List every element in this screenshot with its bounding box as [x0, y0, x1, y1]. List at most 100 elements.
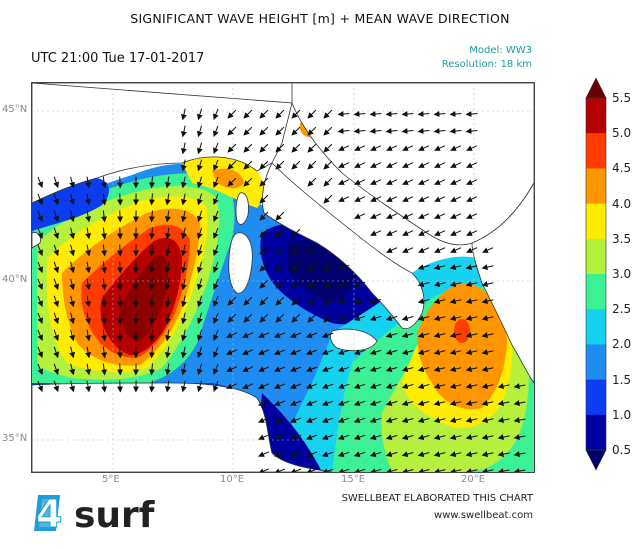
direction-arrow	[466, 179, 478, 185]
direction-arrow	[227, 109, 237, 119]
direction-arrow	[466, 213, 478, 219]
direction-arrow	[305, 366, 318, 372]
direction-arrow	[418, 196, 430, 202]
direction-arrow	[273, 349, 286, 355]
direction-arrow	[164, 295, 171, 308]
direction-arrow	[117, 380, 124, 393]
direction-arrow	[465, 434, 478, 441]
direction-arrow	[37, 380, 43, 393]
direction-arrow	[353, 417, 366, 423]
direction-arrow	[180, 346, 187, 359]
direction-arrow	[273, 383, 286, 389]
direction-arrow	[213, 278, 219, 291]
direction-arrow	[148, 278, 155, 291]
direction-arrow	[117, 227, 124, 240]
direction-arrow	[449, 281, 462, 288]
direction-arrow	[449, 383, 462, 390]
direction-arrow	[53, 380, 59, 393]
direction-arrow	[465, 128, 478, 135]
direction-arrow	[465, 349, 478, 356]
direction-arrow	[337, 434, 350, 440]
direction-arrow	[337, 281, 350, 287]
direction-arrow	[481, 434, 494, 441]
direction-arrow	[434, 145, 446, 151]
direction-arrow	[164, 244, 171, 257]
direction-arrow	[259, 109, 269, 119]
colorbar-tick: 4.5	[612, 161, 632, 176]
land-greece	[471, 182, 534, 384]
direction-arrow	[180, 278, 187, 291]
direction-arrow	[465, 264, 478, 271]
direction-arrow	[117, 329, 124, 342]
direction-arrow	[148, 176, 155, 189]
direction-arrow	[450, 145, 462, 151]
direction-arrow	[291, 313, 301, 323]
direction-arrow	[53, 210, 59, 223]
direction-arrow	[180, 227, 187, 240]
direction-arrow	[196, 363, 203, 376]
direction-arrow	[53, 295, 59, 308]
direction-arrow	[101, 210, 108, 223]
direction-arrow	[307, 279, 317, 289]
direction-arrow	[101, 380, 108, 393]
direction-arrow	[85, 193, 92, 206]
direction-arrow	[370, 179, 382, 185]
direction-arrow	[69, 261, 76, 274]
direction-arrow	[275, 126, 285, 136]
direction-arrow	[101, 295, 108, 308]
direction-arrow	[259, 245, 269, 255]
direction-arrow	[242, 349, 254, 355]
direction-arrow	[450, 162, 462, 168]
colorbar-bottom-arrow	[585, 449, 607, 471]
direction-arrow	[117, 363, 124, 376]
direction-arrow	[307, 245, 317, 255]
direction-arrow	[417, 349, 430, 356]
wave-map	[31, 82, 535, 473]
direction-arrow	[323, 194, 333, 204]
direction-arrow	[101, 176, 108, 189]
direction-arrow	[385, 451, 398, 458]
direction-arrow	[180, 380, 187, 393]
direction-arrow	[289, 349, 302, 355]
direction-arrow	[196, 312, 203, 325]
direction-arrow	[418, 213, 430, 219]
direction-arrow	[148, 363, 155, 376]
direction-arrow	[213, 159, 219, 172]
direction-arrow	[417, 468, 430, 472]
direction-arrow	[466, 145, 478, 151]
direction-arrow	[164, 346, 171, 359]
direction-arrow	[164, 176, 171, 189]
direction-arrow	[321, 366, 334, 373]
direction-arrow	[370, 230, 382, 236]
direction-arrow	[369, 400, 382, 406]
direction-arrow	[213, 193, 219, 206]
direction-arrow	[180, 312, 187, 325]
direction-arrow	[338, 196, 350, 202]
direction-arrow	[513, 417, 526, 424]
direction-arrow	[275, 262, 285, 272]
direction-arrow	[69, 278, 76, 291]
credit-url[interactable]: www.swellbeat.com	[434, 510, 533, 521]
direction-arrow	[417, 434, 430, 441]
direction-arrow	[85, 227, 92, 240]
direction-arrow	[418, 145, 430, 151]
direction-arrow	[291, 160, 301, 170]
direction-arrow	[402, 230, 414, 236]
direction-arrow	[259, 228, 269, 238]
direction-arrow	[353, 434, 366, 440]
direction-arrow	[466, 196, 478, 202]
direction-arrow	[69, 329, 76, 342]
direction-arrow	[164, 210, 171, 223]
direction-arrow	[481, 417, 494, 424]
direction-arrow	[180, 261, 187, 274]
colorbar	[585, 77, 607, 471]
direction-arrow	[449, 366, 462, 373]
direction-arrow	[353, 451, 366, 457]
direction-arrow	[196, 227, 203, 240]
direction-arrow	[307, 177, 317, 187]
direction-arrow	[85, 329, 92, 342]
direction-arrow	[321, 417, 334, 424]
direction-arrow	[386, 179, 398, 185]
colorbar-segment	[586, 238, 606, 275]
direction-arrow	[196, 346, 203, 359]
